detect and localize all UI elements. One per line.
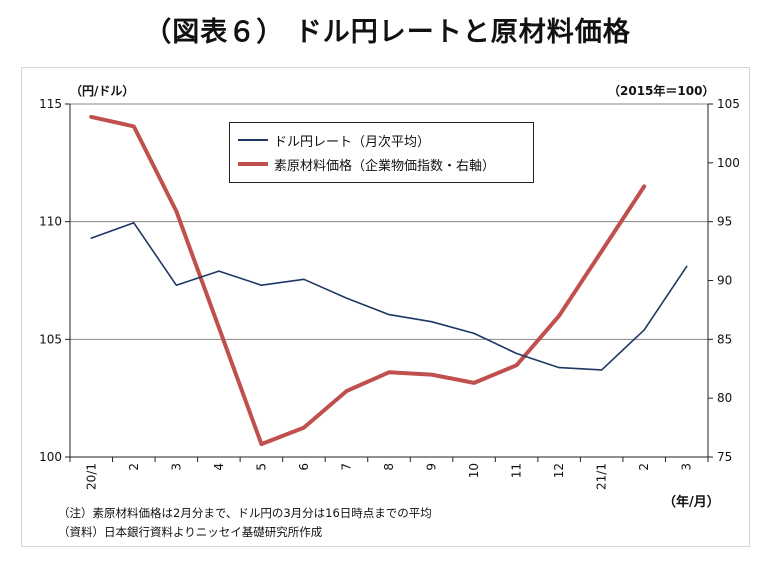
x-tick-label: 20/1 bbox=[84, 463, 98, 490]
left-axis-unit: （円/ドル） bbox=[70, 84, 135, 98]
left-tick-label: 110 bbox=[39, 215, 62, 229]
right-tick-label: 85 bbox=[717, 332, 732, 346]
legend-item-materials: 素原材料価格（企業物価指数・右軸） bbox=[238, 154, 495, 174]
materials-line bbox=[89, 114, 647, 447]
left-tick-label: 115 bbox=[39, 97, 62, 111]
x-tick-label: 11 bbox=[510, 463, 524, 478]
right-axis-unit: （2015年＝100） bbox=[608, 84, 715, 98]
x-tick-label: 9 bbox=[425, 463, 439, 471]
left-tick-label: 105 bbox=[39, 332, 62, 346]
usdjpy-line bbox=[90, 222, 688, 371]
right-tick-label: 80 bbox=[717, 391, 732, 405]
legend-swatch-materials bbox=[238, 162, 268, 166]
right-tick-label: 90 bbox=[717, 274, 732, 288]
right-tick-label: 100 bbox=[717, 156, 740, 170]
x-tick-label: 4 bbox=[212, 463, 226, 471]
right-tick-label: 75 bbox=[717, 450, 732, 464]
legend-item-usdjpy: ドル円レート（月次平均） bbox=[238, 130, 430, 150]
x-tick-label: 7 bbox=[339, 463, 353, 471]
legend-swatch-usdjpy bbox=[238, 139, 268, 141]
x-tick-label: 12 bbox=[552, 463, 566, 478]
x-tick-label: 21/1 bbox=[595, 463, 609, 490]
legend: ドル円レート（月次平均） 素原材料価格（企業物価指数・右軸） bbox=[229, 122, 534, 183]
x-tick-label: 10 bbox=[467, 463, 481, 478]
footnote: （注）素原材料価格は2月分まで、ドル円の3月分は16日時点までの平均 bbox=[58, 506, 432, 520]
x-tick-label: 3 bbox=[680, 463, 694, 471]
right-tick-label: 95 bbox=[717, 215, 732, 229]
x-tick-label: 2 bbox=[127, 463, 141, 471]
source-note: （資料）日本銀行資料よりニッセイ基礎研究所作成 bbox=[58, 525, 323, 539]
right-tick-label: 105 bbox=[717, 97, 740, 111]
x-tick-label: 5 bbox=[254, 463, 268, 471]
legend-label-materials: 素原材料価格（企業物価指数・右軸） bbox=[274, 158, 496, 174]
x-tick-label: 3 bbox=[169, 463, 183, 471]
left-tick-label: 100 bbox=[39, 450, 62, 464]
x-axis-label: （年/月） bbox=[663, 495, 720, 510]
chart-title: （図表６） ドル円レートと原材料価格 bbox=[144, 17, 631, 48]
legend-label-usdjpy: ドル円レート（月次平均） bbox=[274, 134, 431, 150]
x-tick-label: 8 bbox=[382, 463, 396, 471]
x-tick-label: 2 bbox=[637, 463, 651, 471]
x-tick-label: 6 bbox=[297, 463, 311, 471]
